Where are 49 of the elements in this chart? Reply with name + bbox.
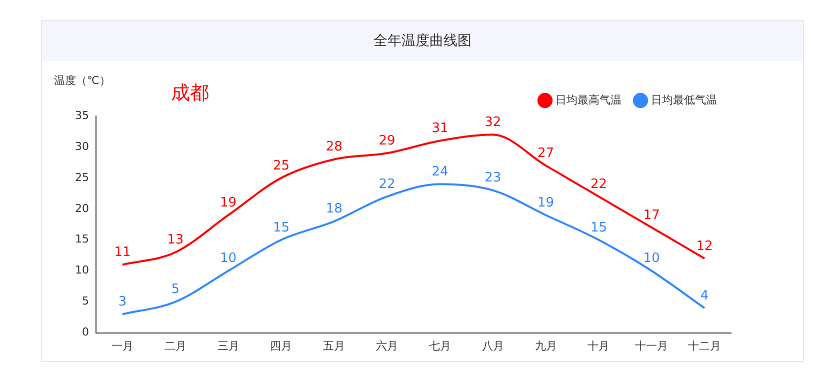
y-tick-label: 15 bbox=[74, 232, 89, 246]
data-label: 31 bbox=[432, 121, 448, 136]
x-tick-label: 一月 bbox=[111, 339, 134, 352]
data-label: 4 bbox=[700, 288, 709, 304]
data-label: 18 bbox=[326, 202, 342, 217]
y-tick-label: 0 bbox=[82, 326, 89, 339]
data-label: 22 bbox=[378, 176, 396, 192]
x-tick-label: 七月 bbox=[428, 339, 451, 352]
x-tick-label: 九月 bbox=[534, 339, 557, 352]
data-label: 19 bbox=[538, 195, 554, 210]
x-tick-label: 三月 bbox=[217, 339, 240, 352]
y-tick-label: 35 bbox=[74, 108, 89, 122]
legend-label: 日均最低气温 bbox=[651, 93, 717, 106]
data-label: 24 bbox=[432, 164, 448, 180]
chart-title: 全年温度曲线图 bbox=[42, 21, 803, 61]
x-tick-label: 八月 bbox=[482, 339, 504, 352]
data-label: 17 bbox=[643, 208, 660, 223]
data-label: 23 bbox=[484, 170, 502, 186]
data-label: 22 bbox=[590, 176, 607, 192]
y-tick-label: 10 bbox=[74, 264, 89, 277]
data-label: 29 bbox=[378, 134, 396, 149]
y-tick-label: 5 bbox=[82, 294, 89, 308]
data-label: 12 bbox=[696, 238, 713, 254]
data-label: 5 bbox=[171, 282, 180, 298]
data-label: 19 bbox=[220, 195, 237, 210]
legend-label: 日均最高气温 bbox=[556, 93, 622, 106]
data-label: 3 bbox=[118, 294, 127, 310]
data-label: 10 bbox=[643, 251, 660, 266]
x-tick-label: 四月 bbox=[270, 339, 292, 352]
y-tick-label: 30 bbox=[74, 140, 89, 153]
y-axis-title: 温度（℃） bbox=[54, 74, 110, 87]
x-tick-label: 十二月 bbox=[688, 339, 722, 352]
data-label: 25 bbox=[272, 158, 290, 174]
x-tick-label: 二月 bbox=[164, 339, 186, 352]
data-label: 27 bbox=[538, 146, 554, 161]
data-label: 15 bbox=[590, 220, 607, 236]
y-tick-label: 20 bbox=[74, 202, 89, 215]
y-tick-label: 25 bbox=[74, 170, 89, 184]
data-label: 28 bbox=[326, 140, 342, 155]
x-tick-label: 五月 bbox=[323, 339, 346, 352]
text: 成都 bbox=[170, 82, 209, 104]
data-label: 11 bbox=[114, 245, 131, 260]
x-tick-label: 六月 bbox=[376, 339, 398, 352]
x-tick-label: 十一月 bbox=[635, 339, 668, 352]
data-label: 32 bbox=[484, 114, 502, 130]
data-label: 15 bbox=[272, 220, 290, 236]
data-label: 10 bbox=[220, 251, 237, 266]
x-tick-label: 十月 bbox=[588, 339, 610, 352]
data-label: 13 bbox=[167, 232, 184, 248]
